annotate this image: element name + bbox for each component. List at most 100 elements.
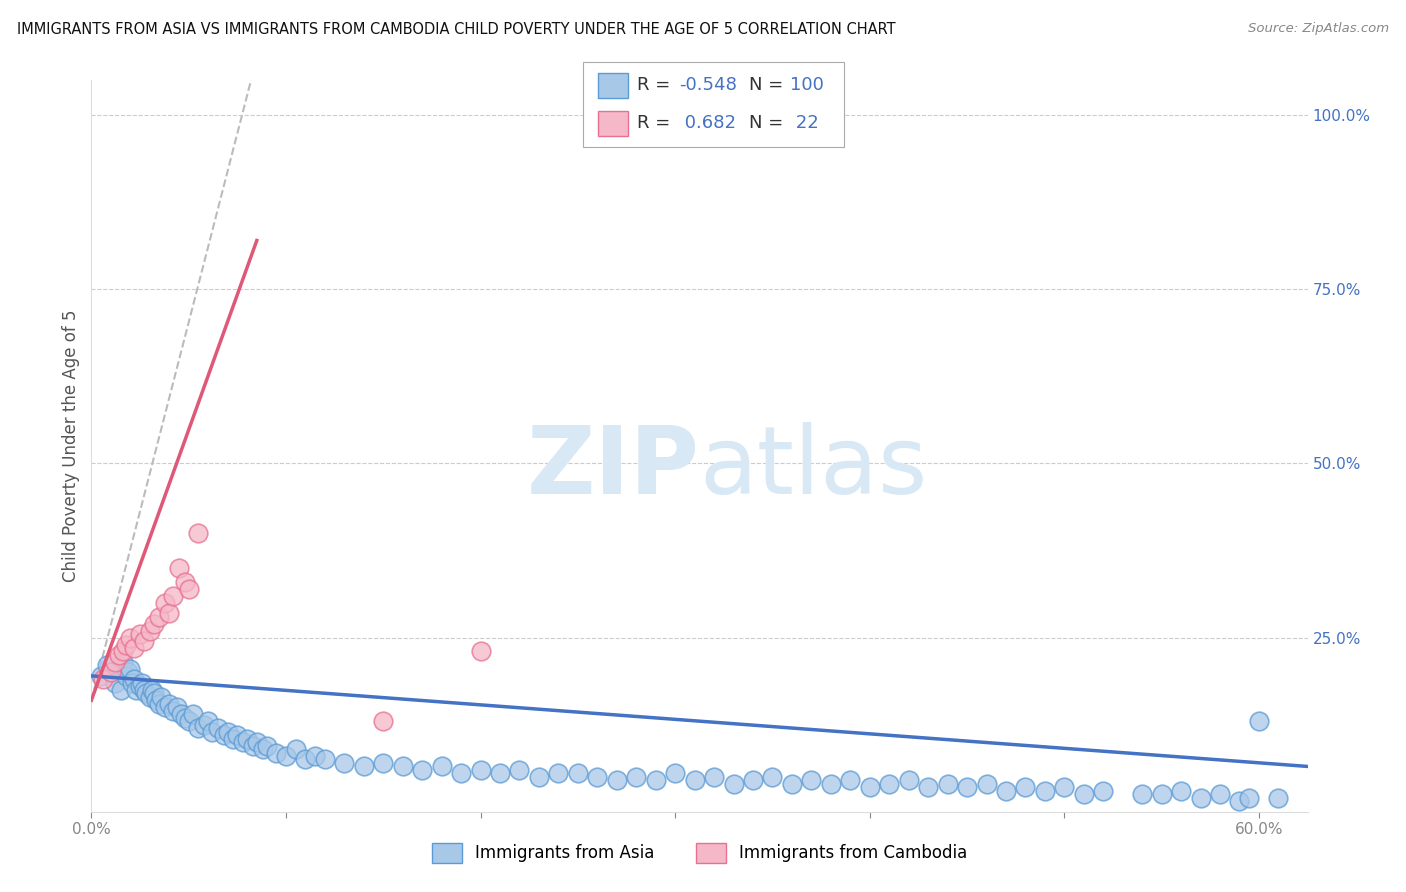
Text: 0.682: 0.682 bbox=[679, 114, 737, 132]
Point bbox=[252, 742, 274, 756]
Point bbox=[91, 673, 114, 687]
Point bbox=[489, 766, 512, 780]
Point bbox=[122, 640, 145, 655]
Point bbox=[155, 700, 177, 714]
Point bbox=[236, 731, 259, 746]
Point bbox=[626, 770, 648, 784]
Point bbox=[703, 770, 725, 784]
Point bbox=[173, 711, 195, 725]
Point bbox=[201, 724, 224, 739]
Point bbox=[242, 739, 264, 753]
Point bbox=[96, 658, 118, 673]
Point bbox=[547, 766, 569, 780]
Point bbox=[187, 721, 209, 735]
Point bbox=[508, 763, 530, 777]
Point bbox=[125, 682, 148, 697]
Point bbox=[222, 731, 245, 746]
Point bbox=[1237, 790, 1260, 805]
Point bbox=[877, 777, 900, 791]
Point bbox=[723, 777, 745, 791]
Point bbox=[994, 784, 1017, 798]
Point bbox=[145, 693, 167, 707]
Point bbox=[111, 644, 134, 658]
Point bbox=[264, 746, 287, 760]
Point bbox=[177, 582, 200, 596]
Point bbox=[217, 724, 239, 739]
Point bbox=[167, 561, 190, 575]
Point bbox=[256, 739, 278, 753]
Point bbox=[155, 596, 177, 610]
Point bbox=[110, 682, 132, 697]
Point bbox=[917, 780, 939, 795]
Point bbox=[1130, 787, 1153, 801]
Point bbox=[181, 707, 204, 722]
Point bbox=[274, 749, 297, 764]
Point bbox=[115, 638, 138, 652]
Point bbox=[129, 627, 152, 641]
Point bbox=[1170, 784, 1192, 798]
Point bbox=[683, 773, 706, 788]
Text: N =: N = bbox=[749, 76, 789, 94]
Point bbox=[142, 686, 165, 700]
Point bbox=[284, 742, 307, 756]
Point bbox=[644, 773, 666, 788]
Point bbox=[132, 634, 155, 648]
Point bbox=[148, 609, 170, 624]
Point bbox=[111, 655, 134, 669]
Point bbox=[120, 631, 142, 645]
Point bbox=[470, 763, 492, 777]
Point bbox=[304, 749, 326, 764]
Point bbox=[157, 697, 180, 711]
Point bbox=[333, 756, 356, 770]
Text: 22: 22 bbox=[790, 114, 818, 132]
Point bbox=[212, 728, 235, 742]
Text: 100: 100 bbox=[790, 76, 824, 94]
Point bbox=[150, 690, 173, 704]
Point bbox=[430, 759, 453, 773]
Text: atlas: atlas bbox=[699, 422, 928, 514]
Point bbox=[567, 766, 589, 780]
Text: ZIP: ZIP bbox=[527, 422, 699, 514]
Text: R =: R = bbox=[637, 114, 676, 132]
Point bbox=[391, 759, 413, 773]
Text: Source: ZipAtlas.com: Source: ZipAtlas.com bbox=[1249, 22, 1389, 36]
Point bbox=[100, 665, 122, 680]
Point bbox=[157, 606, 180, 620]
Text: -0.548: -0.548 bbox=[679, 76, 737, 94]
Point bbox=[411, 763, 433, 777]
Point bbox=[800, 773, 823, 788]
Point bbox=[1150, 787, 1173, 801]
Point bbox=[135, 686, 157, 700]
Point bbox=[606, 773, 628, 788]
Point bbox=[177, 714, 200, 728]
Point bbox=[294, 752, 316, 766]
Point bbox=[956, 780, 979, 795]
Point bbox=[761, 770, 783, 784]
Point bbox=[1209, 787, 1232, 801]
Text: R =: R = bbox=[637, 76, 676, 94]
Point bbox=[1053, 780, 1076, 795]
Text: IMMIGRANTS FROM ASIA VS IMMIGRANTS FROM CAMBODIA CHILD POVERTY UNDER THE AGE OF : IMMIGRANTS FROM ASIA VS IMMIGRANTS FROM … bbox=[17, 22, 896, 37]
Point bbox=[664, 766, 686, 780]
Point bbox=[586, 770, 609, 784]
Point bbox=[470, 644, 492, 658]
Point bbox=[121, 676, 143, 690]
Point bbox=[131, 676, 153, 690]
Point bbox=[859, 780, 882, 795]
Point bbox=[1229, 794, 1251, 808]
Legend: Immigrants from Asia, Immigrants from Cambodia: Immigrants from Asia, Immigrants from Ca… bbox=[425, 837, 974, 869]
Point bbox=[162, 589, 184, 603]
Point bbox=[104, 676, 127, 690]
Y-axis label: Child Poverty Under the Age of 5: Child Poverty Under the Age of 5 bbox=[62, 310, 80, 582]
Point bbox=[373, 756, 395, 770]
Point bbox=[353, 759, 375, 773]
Point bbox=[1073, 787, 1095, 801]
Point bbox=[450, 766, 472, 780]
Point bbox=[162, 704, 184, 718]
Point bbox=[107, 648, 129, 662]
Point bbox=[246, 735, 269, 749]
Point bbox=[120, 662, 142, 676]
Point bbox=[115, 669, 138, 683]
Point bbox=[170, 707, 193, 722]
Text: N =: N = bbox=[749, 114, 789, 132]
